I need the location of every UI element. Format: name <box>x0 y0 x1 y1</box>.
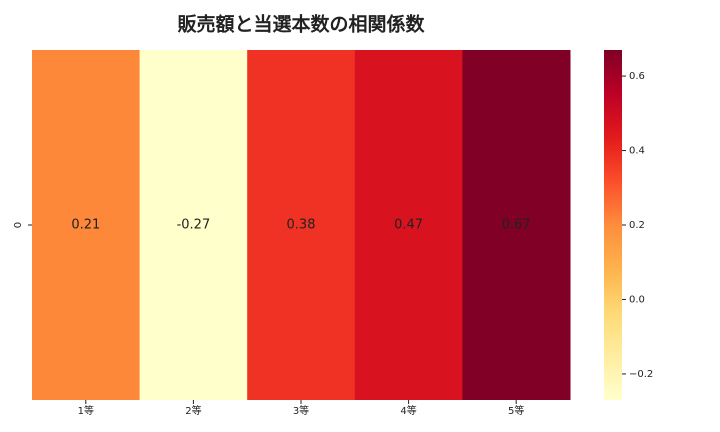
x-tick-label: 2等 <box>185 404 201 417</box>
cell-label: -0.27 <box>177 218 211 233</box>
x-tick-label: 3等 <box>293 404 309 417</box>
y-tick-label: 0 <box>13 222 24 228</box>
colorbar-tick-label: 0.4 <box>629 146 645 157</box>
x-tick-label: 5等 <box>508 404 524 417</box>
cell-label: 0.38 <box>287 218 316 233</box>
heatmap-cell <box>247 50 356 400</box>
heatmap-cell <box>139 50 248 400</box>
x-tick-label: 1等 <box>78 404 94 417</box>
heatmap-cell <box>32 50 141 400</box>
x-tick-label: 4等 <box>400 404 416 417</box>
colorbar-tick-label: −0.2 <box>629 369 653 380</box>
chart-title: 販売額と当選本数の相関係数 <box>177 13 425 36</box>
heatmap-cell <box>462 50 571 400</box>
cell-label: 0.47 <box>394 218 423 233</box>
cell-label: 0.67 <box>502 218 531 233</box>
colorbar-tick-label: 0.2 <box>629 220 645 231</box>
colorbar-tick-label: 0.6 <box>629 71 645 82</box>
colorbar-tick-label: 0.0 <box>629 294 645 305</box>
cell-label: 0.21 <box>71 218 100 233</box>
colorbar <box>604 50 622 400</box>
heatmap-cell <box>354 50 463 400</box>
